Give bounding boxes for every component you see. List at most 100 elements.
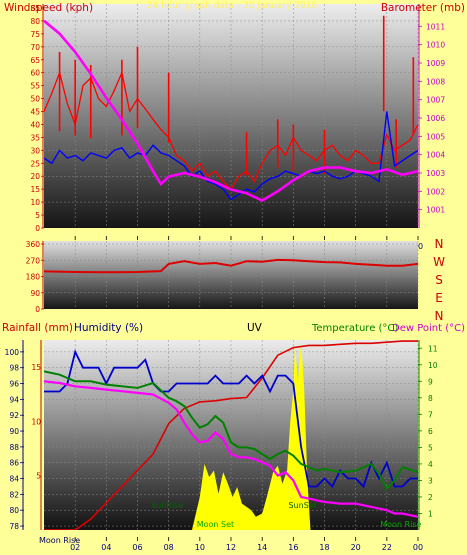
- barometer-tick-label: 1009: [426, 59, 445, 68]
- temperature-tick-label: 1: [428, 509, 433, 518]
- temperature-tick-label: 2: [428, 493, 433, 502]
- barometer-tick-label: 1010: [426, 41, 445, 50]
- humidity-tick-label: 92: [9, 411, 19, 420]
- temperature-tick-label: 4: [428, 460, 433, 469]
- multi-weather-time-ticks: 02 04 06 08 10 12 14 16 18 20 22 00: [70, 537, 423, 552]
- barometer-tick-label: 1001: [426, 206, 445, 215]
- barometer-tick-label: 1002: [426, 187, 445, 196]
- sun-moon-annotations: Moon Rise SunRise Moon Set SunSet Moon Rise: [39, 501, 422, 545]
- temperature-tick-label: 3: [428, 476, 433, 485]
- time-tick-label: 08: [164, 543, 174, 552]
- humidity-tick-label: 78: [9, 522, 19, 531]
- annotation-sunset: SunSet: [289, 501, 317, 510]
- compass-label: N: [435, 237, 444, 251]
- humidity-tick-label: 98: [9, 364, 19, 373]
- humidity-tick-label: 100: [5, 348, 20, 357]
- barometer-tick-label: 1011: [426, 22, 445, 31]
- windspeed-tick-label: 30: [30, 146, 40, 155]
- temperature-tick-label: 11: [428, 344, 438, 353]
- time-tick-label: 18: [319, 543, 329, 552]
- rainfall-axis-label: Rainfall (mm): [2, 322, 73, 334]
- annotation-sunrise: SunRise: [151, 501, 183, 510]
- wind-direction-tick-label: 360: [26, 240, 41, 249]
- windspeed-tick-label: 15: [30, 185, 40, 194]
- windspeed-tick-label: 5: [35, 211, 40, 220]
- temperature-tick-label: 8: [428, 394, 433, 403]
- humidity-tick-label: 80: [9, 506, 19, 515]
- wind-direction-series-line: [44, 258, 418, 274]
- temperature-series-line: [44, 370, 418, 491]
- time-tick-label: 22: [382, 543, 392, 552]
- barometer-tick-label: 1007: [426, 96, 445, 105]
- time-tick-label: 20: [351, 543, 361, 552]
- annotation-moon-rise: Moon Rise: [380, 520, 421, 529]
- compass-label: S: [435, 273, 443, 287]
- rainfall-series-line: [44, 340, 418, 530]
- rainfall-tick-label: 10: [31, 417, 41, 426]
- wind-gust-peaks: [58, 15, 415, 176]
- rainfall-tick-label: 5: [36, 472, 41, 481]
- time-tick-label: 14: [257, 543, 267, 552]
- time-tick-label: 06: [132, 543, 142, 552]
- uv-label: UV: [247, 322, 263, 334]
- humidity-axis-ticks: 78 80 82 84 86 88 90 92 94 96 98 100: [5, 340, 24, 531]
- rainfall-axis-ticks: 5 10 15: [31, 340, 42, 530]
- wind-direction-tick-label: 0: [35, 305, 40, 314]
- time-tick-label: 02: [70, 543, 80, 552]
- windspeed-tick-label: 70: [30, 43, 40, 52]
- temperature-tick-label: 5: [428, 443, 433, 452]
- barometer-axis-ticks: 1001 1002 1003 1004 1005 1006 1007 1008 1009 1010…: [418, 4, 445, 228]
- annotation-moon-rise: Moon Rise: [39, 536, 80, 545]
- humidity-tick-label: 82: [9, 490, 19, 499]
- windspeed-tick-label: 55: [30, 82, 40, 91]
- time-tick-label: 04: [101, 543, 111, 552]
- barometer-tick-label: 1006: [426, 114, 445, 123]
- temperature-axis-label: Temperature (°C): [311, 323, 398, 334]
- windspeed-tick-label: 65: [30, 56, 40, 65]
- windspeed-tick-label: 35: [30, 133, 40, 142]
- barometer-axis-label: Barometer (mb): [381, 2, 465, 14]
- temperature-tick-label: 6: [428, 427, 433, 436]
- barometer-tick-label: 1003: [426, 169, 445, 178]
- windspeed-axis-label: Windspeed (kph): [4, 2, 93, 14]
- windspeed-tick-label: 0: [35, 224, 40, 233]
- humidity-tick-label: 90: [9, 427, 19, 436]
- humidity-axis-label: Humidity (%): [74, 322, 143, 334]
- windspeed-tick-label: 80: [30, 17, 40, 26]
- temperature-axis-ticks: 1 2 3 4 5 6 7 8 9 10 11: [418, 340, 438, 530]
- humidity-tick-label: 94: [9, 395, 19, 404]
- windspeed-axis-ticks: 0 5 10 15 20 25 30 35 40 45 50 55 60 65 70 75 80 85: [30, 4, 44, 233]
- compass-label: W: [433, 255, 445, 269]
- time-tick-label: 00: [413, 543, 423, 552]
- windspeed-tick-label: 40: [30, 120, 40, 129]
- compass-label: E: [435, 291, 443, 305]
- humidity-tick-label: 86: [9, 459, 19, 468]
- annotation-moon-set: Moon Set: [197, 520, 234, 529]
- wind-direction-axis-ticks: 0 90 180 270 360: [26, 240, 44, 314]
- rainfall-tick-label: 15: [31, 363, 41, 372]
- temperature-tick-label: 10: [428, 361, 438, 370]
- windspeed-tick-label: 60: [30, 69, 40, 78]
- wind-direction-tick-label: 180: [26, 273, 41, 282]
- dew-point-series-line: [44, 380, 418, 518]
- windspeed-tick-label: 50: [30, 95, 40, 104]
- barometer-tick-label: 1004: [426, 151, 445, 160]
- windspeed-tick-label: 85: [30, 4, 40, 13]
- time-tick-label: 10: [195, 543, 205, 552]
- wind-direction-tick-label: 90: [30, 289, 40, 298]
- windspeed-tick-label: 10: [30, 198, 40, 207]
- compass-label: N: [435, 309, 444, 323]
- time-tick-label: 12: [226, 543, 236, 552]
- barometer-tick-label: 1008: [426, 77, 445, 86]
- humidity-series-line: [44, 349, 418, 489]
- uv-area: [192, 341, 311, 530]
- windspeed-chart-title: 24 hour graph data - 30 January 2016: [147, 1, 318, 11]
- wind-direction-tick-label: 270: [26, 256, 41, 265]
- wind-direction-grid: [44, 241, 419, 309]
- barometer-series-line: [44, 19, 418, 202]
